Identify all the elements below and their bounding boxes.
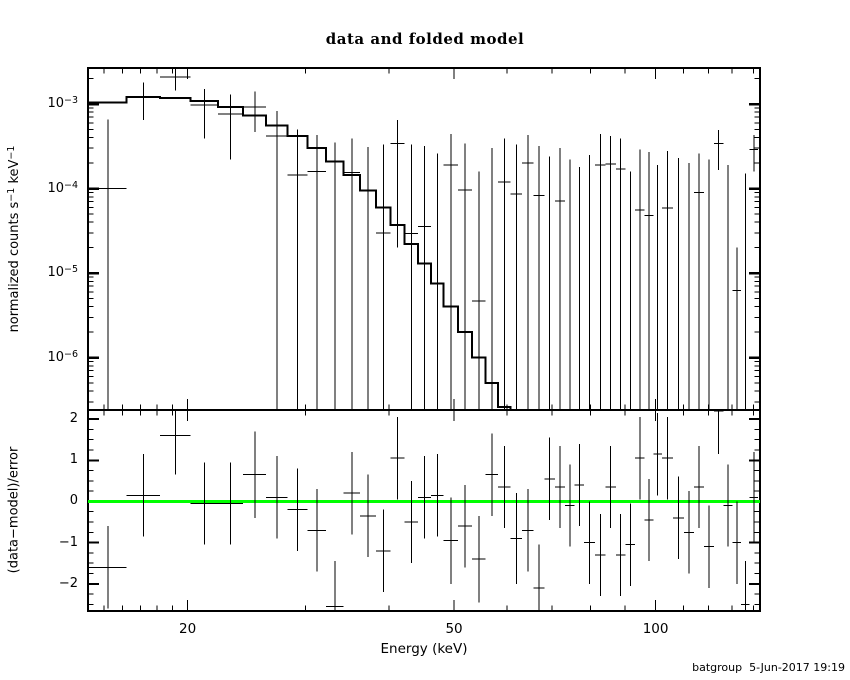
footer-timestamp: batgroup 5-Jun-2017 19:19 [692,661,845,674]
x-tick-label: 100 [642,621,669,637]
x-tick-label: 20 [178,621,197,637]
resid-tick-label: 2 [69,411,78,427]
bottom-panel-frame [87,409,761,612]
y-axis-label-bottom: (data−model)/error [6,446,22,574]
resid-tick-label: −1 [58,534,78,550]
resid-tick-label: −2 [58,575,78,591]
y-tick-label: 10−4 [47,179,78,196]
y-tick-label: 10−3 [47,95,78,112]
y-tick-label: 10−6 [47,348,78,365]
x-axis-label: Energy (keV) [380,641,468,657]
model-line [88,95,512,410]
y-axis-label-top: normalized counts s−1 keV−1 [6,145,22,333]
resid-tick-label: 0 [69,493,78,509]
y-tick-label: 10−5 [47,264,78,281]
resid-tick-label: 1 [69,452,78,468]
x-tick-label: 50 [445,621,463,637]
top-panel-frame [87,67,761,411]
plot-title: data and folded model [325,30,525,48]
